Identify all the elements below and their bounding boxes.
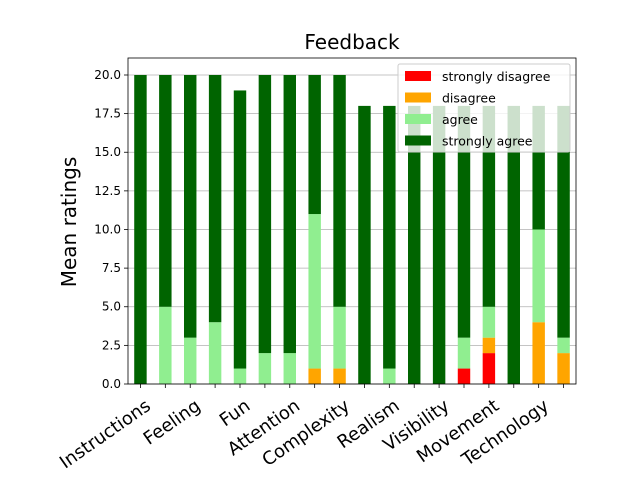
y-tick-label: 5.0 [102,300,121,314]
bar-segment [383,105,396,369]
bar-segment [383,368,396,384]
x-tick-label: Instructions [56,395,155,473]
bar-segment [308,368,321,384]
bar-segment [233,368,247,384]
bar-segment [482,337,496,354]
y-tick-label: 10.0 [94,222,121,236]
bar-segment [159,74,172,307]
bar-segment [432,105,446,384]
bar-segment [258,74,272,354]
bar-segment [507,105,520,384]
bar-segment [233,90,247,369]
legend-box [397,63,571,153]
bar-segment [482,353,496,384]
y-tick-label: 20.0 [94,68,121,82]
y-tick-label: 12.5 [94,184,121,198]
bar-segment [258,353,272,384]
bar-segment [333,306,346,369]
legend-label: agree [442,112,478,127]
bar-segment [532,229,545,323]
bar-segment [134,74,147,384]
bar-segment [184,74,197,338]
bar-segment [482,105,496,307]
bar-segment [159,306,172,384]
legend-swatch [405,114,431,124]
legend-label: disagree [442,91,496,106]
bar-segment [208,74,222,323]
y-tick-label: 15.0 [94,145,121,159]
bar-segment [333,368,346,384]
grid-lines [128,74,576,385]
chart-title: Feedback [304,30,400,54]
legend-label: strongly disagree [442,69,551,84]
bar-segment [457,105,471,338]
bar-segment [482,306,496,338]
plot-frame [127,57,577,385]
bar-segment [283,353,296,384]
bar-segment [283,74,296,354]
bar-segment [308,214,321,369]
legend-swatch [405,92,431,103]
bar-segment [457,368,471,384]
bar-segment [358,105,371,384]
y-axis-label: Mean ratings [57,157,81,288]
bar-segment [557,105,570,338]
y-tick-label: 0.0 [102,377,121,391]
legend-label: strongly agree [442,134,533,149]
bars [134,74,570,384]
y-tick-label: 7.5 [102,261,121,275]
legend-swatch [405,135,431,146]
bar-segment [408,105,421,384]
bar-segment [208,322,222,384]
bar-segment [308,74,321,215]
bar-segment [532,322,545,384]
legend-swatch [405,71,431,81]
bar-segment [333,74,346,307]
bar-segment [184,337,197,384]
y-tick-label: 17.5 [94,107,121,121]
bar-segment [557,337,570,354]
bar-segment [557,353,570,384]
x-tick-label: Feeling [140,395,205,449]
legend: strongly disagree disagree agree strongly a… [397,63,571,153]
bar-segment [457,337,471,369]
y-tick-label: 2.5 [102,338,121,352]
